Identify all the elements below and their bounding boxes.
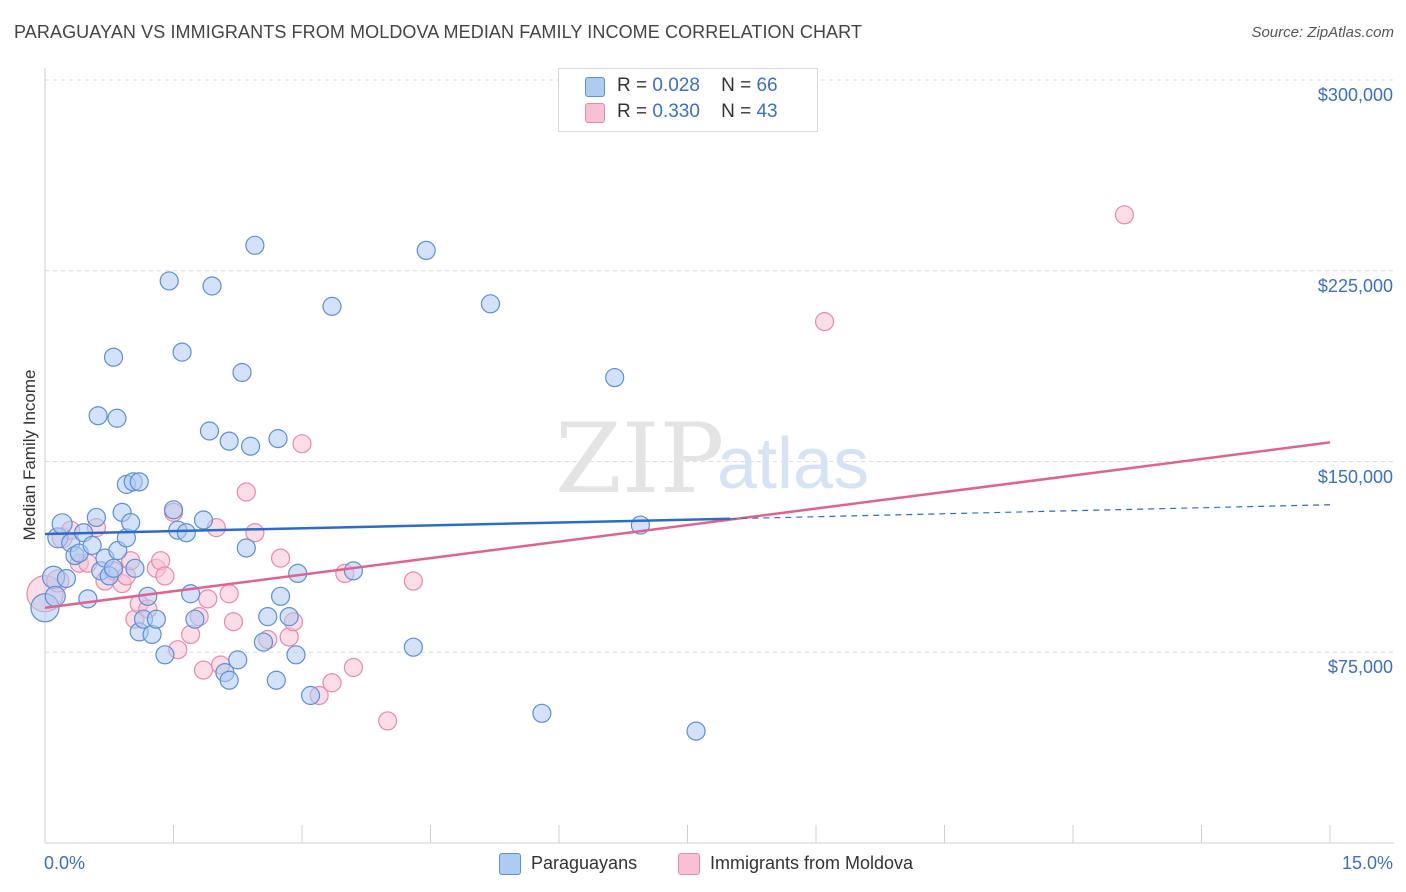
moldova-point — [236, 482, 256, 502]
paraguayans-point — [56, 568, 77, 589]
paraguayans-point — [532, 703, 552, 723]
paraguayans-point — [286, 645, 306, 665]
paraguayans-point — [107, 408, 127, 428]
axis-layer — [44, 68, 1394, 844]
moldova-point — [322, 673, 342, 693]
paraguayans-point — [300, 685, 321, 706]
legend-r-label: R = — [617, 101, 648, 122]
paraguayans-point — [270, 586, 291, 606]
x-tick-label-max: 15.0% — [1341, 853, 1393, 873]
paraguayans-point — [193, 510, 214, 530]
moldova-point — [155, 566, 175, 586]
moldova-point — [270, 548, 291, 568]
moldova-point — [292, 434, 312, 454]
correlation-legend: R = 0.028 N = 66 R = 0.330 N = 43 — [558, 68, 818, 132]
legend-n-label: N = — [721, 101, 752, 122]
legend-n-label: N = — [721, 75, 752, 96]
legend-n-value: 66 — [756, 75, 778, 96]
paraguayans-point — [82, 535, 102, 556]
y-tick-label: $150,000 — [1317, 466, 1393, 487]
paraguayans-point — [279, 607, 299, 627]
moldova-point — [193, 660, 214, 680]
legend-swatch-blue — [585, 77, 605, 97]
legend-label-paraguayans: Paraguayans — [531, 853, 638, 873]
paraguayans-point — [343, 561, 363, 581]
watermark: ZIP atlas — [555, 403, 869, 515]
y-tick-label: $300,000 — [1317, 85, 1393, 105]
paraguayans-point — [219, 670, 239, 690]
paraguayans-point — [185, 609, 205, 629]
paraguayans-point — [129, 472, 149, 492]
paraguayans-point — [258, 607, 278, 627]
paraguayans-point — [121, 512, 141, 533]
paraguayans-point — [241, 436, 261, 456]
paraguayans-point — [155, 645, 175, 665]
moldova-point — [403, 571, 423, 591]
paraguayans-point — [232, 362, 252, 383]
legend-r-value: 0.028 — [652, 75, 700, 96]
moldova-point — [198, 589, 218, 609]
paraguayans-point — [146, 609, 166, 629]
paraguayans-point — [228, 650, 248, 670]
paraguayans-point — [172, 342, 192, 362]
legend-swatch-pink — [585, 103, 605, 123]
paraguayans-point — [103, 558, 124, 578]
moldova-point — [219, 584, 239, 604]
paraguayans-point — [686, 721, 706, 741]
paraguayans-point — [176, 523, 196, 543]
paraguayans-point — [605, 367, 625, 388]
moldova-point — [343, 657, 363, 678]
paraguayans-point — [253, 632, 274, 652]
moldova-point — [1114, 205, 1135, 225]
paraguayans-point — [219, 431, 239, 451]
paraguayans-point — [245, 235, 265, 255]
paraguayans-point — [236, 538, 256, 558]
paraguayans-point — [266, 670, 286, 690]
legend-label-moldova: Immigrants from Moldova — [710, 853, 914, 873]
paraguayans-trend-extension — [730, 504, 1331, 520]
paraguayans-point — [163, 500, 184, 520]
paraguayans-point — [51, 513, 73, 535]
moldova-trend-line — [44, 441, 1331, 609]
paraguayans-point — [125, 558, 145, 578]
paraguayans-point — [322, 296, 342, 316]
paraguayans-point — [268, 429, 288, 449]
paraguayans-point — [103, 347, 124, 367]
paraguayans-point — [199, 421, 220, 441]
paraguayans-point — [416, 240, 436, 261]
y-tick-label: $225,000 — [1317, 275, 1393, 296]
legend-n-value: 43 — [756, 101, 778, 122]
moldova-point — [378, 711, 398, 731]
paraguayans-point — [44, 585, 66, 607]
paraguayans-point — [480, 294, 501, 314]
chart-title: PARAGUAYAN VS IMMIGRANTS FROM MOLDOVA ME… — [14, 22, 863, 42]
paraguayans-point — [403, 637, 423, 657]
x-tick-label-min: 0.0% — [44, 853, 86, 873]
series-legend: Paraguayans Immigrants from Moldova — [0, 852, 1406, 878]
paraguayans-point — [86, 507, 107, 528]
watermark-zip: ZIP — [555, 403, 724, 515]
paraguayans-point — [202, 276, 222, 296]
paraguayans-point — [88, 406, 108, 426]
y-tick-label: $75,000 — [1327, 657, 1393, 678]
series-paraguayans-points — [30, 235, 706, 741]
moldova-point — [814, 312, 835, 332]
trend-lines — [44, 441, 1331, 609]
legend-swatch-moldova — [678, 853, 700, 875]
paraguayans-point — [159, 271, 179, 291]
moldova-point — [223, 612, 244, 632]
watermark-atlas: atlas — [717, 424, 869, 504]
paraguayans-trend-line — [44, 517, 731, 536]
legend-r-value: 0.330 — [652, 101, 700, 122]
legend-r-label: R = — [617, 75, 648, 96]
paraguayans-point — [78, 589, 98, 609]
legend-swatch-paraguayans — [499, 853, 521, 875]
source-credit: Source: ZipAtlas.com — [1251, 24, 1394, 41]
